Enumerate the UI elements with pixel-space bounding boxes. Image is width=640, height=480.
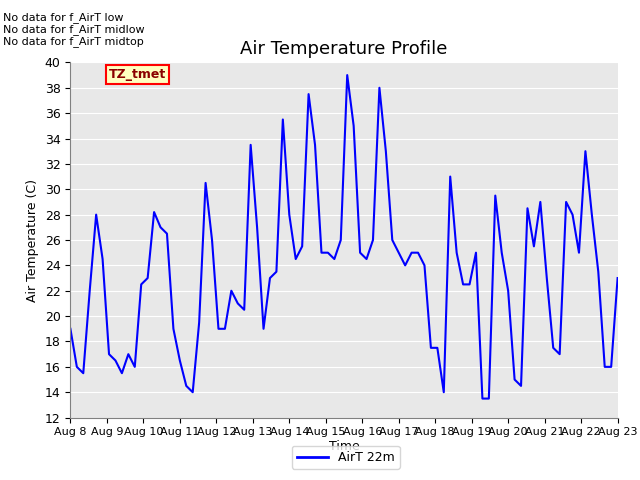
Legend: AirT 22m: AirT 22m	[292, 446, 399, 469]
Text: TZ_tmet: TZ_tmet	[109, 68, 166, 81]
Text: No data for f_AirT midtop: No data for f_AirT midtop	[3, 36, 144, 47]
Text: No data for f_AirT midlow: No data for f_AirT midlow	[3, 24, 145, 35]
X-axis label: Time: Time	[328, 440, 360, 453]
Y-axis label: Air Temperature (C): Air Temperature (C)	[26, 179, 39, 301]
Title: Air Temperature Profile: Air Temperature Profile	[240, 40, 448, 58]
Text: No data for f_AirT low: No data for f_AirT low	[3, 12, 124, 23]
